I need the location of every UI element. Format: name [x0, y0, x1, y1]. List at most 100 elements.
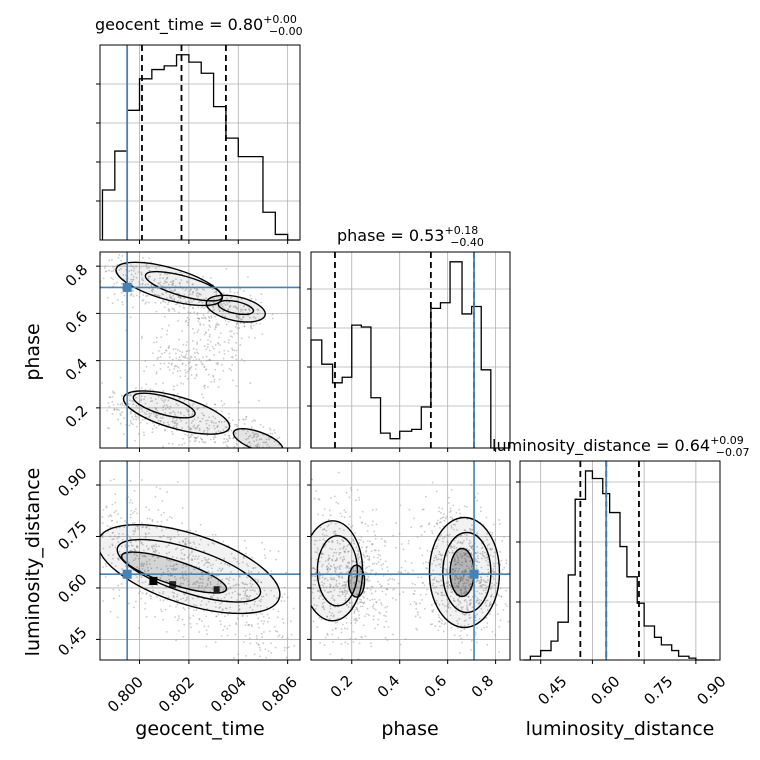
sample-point: [316, 558, 318, 561]
sample-point: [150, 412, 153, 415]
sample-point: [178, 281, 181, 284]
sample-point: [478, 602, 481, 605]
sample-point: [201, 417, 204, 420]
sample-point: [188, 404, 191, 406]
sample-point: [195, 622, 198, 625]
sample-point: [441, 599, 443, 602]
sample-point: [470, 545, 472, 548]
sample-point: [151, 555, 154, 558]
ytick-phase-0.2: 0.2: [62, 402, 92, 432]
sample-point: [470, 649, 473, 651]
sample-point: [490, 587, 492, 590]
sample-point: [217, 323, 220, 326]
sample-point: [137, 580, 140, 583]
sample-point: [172, 565, 174, 567]
sample-point: [342, 547, 344, 550]
sample-point: [437, 538, 440, 541]
sample-point: [459, 563, 461, 566]
sample-point: [257, 309, 260, 311]
sample-point: [460, 637, 463, 640]
panel-content: [93, 461, 300, 660]
sample-point: [245, 432, 247, 435]
sample-point: [111, 538, 114, 541]
sample-point: [393, 587, 396, 590]
sample-point: [206, 427, 209, 430]
sample-point: [109, 396, 112, 399]
sample-point: [422, 562, 425, 565]
sample-point: [135, 524, 138, 527]
sample-point: [203, 625, 206, 628]
sample-point: [276, 630, 279, 633]
sample-point: [344, 599, 347, 602]
sample-point: [204, 332, 207, 335]
sample-point: [242, 449, 244, 451]
sample-point: [144, 555, 147, 558]
sample-point: [148, 412, 151, 415]
sample-point: [183, 297, 186, 300]
sample-point: [236, 315, 239, 318]
sample-point: [132, 403, 135, 406]
sample-point: [435, 564, 438, 567]
sample-point: [309, 541, 311, 543]
sample-point: [203, 316, 206, 319]
sample-point: [200, 438, 203, 441]
sample-point: [222, 540, 225, 543]
sample-point: [222, 441, 225, 444]
sample-point: [461, 542, 463, 545]
sample-point: [478, 561, 481, 564]
sample-point: [167, 596, 170, 599]
sample-point: [190, 433, 193, 436]
sample-point: [488, 543, 490, 546]
sample-point: [493, 596, 495, 598]
sample-point: [111, 543, 114, 546]
sample-point: [480, 578, 482, 581]
sample-point: [448, 602, 451, 604]
sample-point: [272, 455, 274, 457]
sample-point: [135, 397, 137, 399]
sample-point: [195, 348, 198, 351]
sample-point: [371, 586, 374, 589]
sample-point: [165, 586, 167, 589]
sample-point: [144, 402, 147, 405]
sample-point: [145, 301, 148, 304]
sample-point: [200, 361, 202, 363]
sample-point: [182, 541, 185, 543]
sample-point: [246, 430, 249, 433]
sample-point: [453, 558, 456, 560]
sample-point: [193, 311, 196, 314]
sample-point: [446, 541, 449, 544]
sample-point: [271, 457, 273, 459]
sample-point: [217, 386, 220, 388]
sample-point: [129, 316, 132, 319]
sample-point: [192, 359, 195, 362]
sample-point: [93, 516, 95, 518]
sample-point: [124, 565, 127, 567]
sample-point: [94, 494, 96, 496]
sample-point: [210, 381, 213, 383]
sample-point: [169, 560, 172, 562]
sample-point: [486, 544, 489, 547]
sample-point: [250, 426, 253, 428]
sample-point: [432, 578, 434, 581]
sample-point: [258, 446, 261, 448]
sample-point: [143, 395, 146, 398]
sample-point: [152, 421, 154, 424]
sample-point: [207, 625, 210, 628]
sample-point: [327, 559, 330, 562]
ytick-phase-0.4: 0.4: [62, 355, 92, 385]
sample-point: [189, 366, 192, 369]
sample-point: [493, 584, 496, 587]
sample-point: [447, 550, 450, 553]
sample-point: [131, 278, 134, 281]
sample-point: [235, 385, 238, 387]
sample-point: [154, 551, 157, 554]
sample-point: [207, 373, 210, 376]
sample-point: [169, 289, 172, 292]
sample-point: [88, 258, 90, 260]
sample-point: [386, 605, 389, 608]
sample-point: [182, 355, 185, 358]
sample-point: [136, 526, 139, 528]
sample-point: [196, 317, 199, 320]
lumdist-ylabel: luminosity_distance: [22, 468, 44, 657]
sample-point: [464, 613, 466, 616]
